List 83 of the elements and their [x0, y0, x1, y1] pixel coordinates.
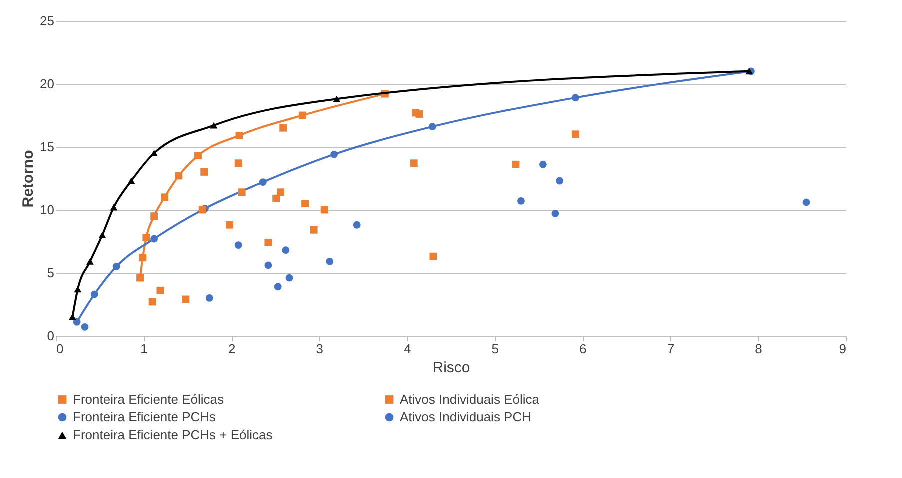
x-tick-label: 8: [755, 342, 762, 356]
point: [264, 262, 272, 270]
x-axis-title: Risco: [432, 360, 470, 376]
point: [226, 221, 234, 229]
point: [74, 286, 82, 293]
point: [280, 124, 288, 132]
point: [161, 194, 169, 202]
x-tick-label: 5: [492, 342, 500, 356]
point: [274, 283, 282, 291]
point: [81, 323, 89, 331]
point: [330, 150, 338, 158]
point: [210, 122, 218, 129]
legend-label: Fronteira Eficiente PCHs: [73, 410, 217, 424]
point: [430, 252, 438, 260]
point: [73, 318, 81, 326]
x-tick-label: 7: [667, 342, 675, 356]
point: [264, 239, 272, 246]
point: [150, 150, 158, 157]
point: [298, 112, 306, 120]
point: [539, 160, 547, 168]
point: [556, 177, 564, 185]
y-axis-title: Retorno: [20, 150, 38, 208]
point: [512, 160, 520, 168]
point: [802, 198, 810, 206]
point: [148, 298, 156, 306]
x-tick-label: 3: [316, 342, 324, 356]
point: [552, 210, 560, 218]
point: [139, 254, 147, 262]
point: [333, 96, 341, 102]
y-tick-label: 10: [40, 202, 54, 218]
point: [236, 132, 244, 140]
point: [320, 206, 328, 214]
point: [326, 258, 334, 266]
point: [90, 290, 98, 298]
point: [234, 242, 242, 249]
x-tick-label: 2: [228, 342, 236, 356]
point: [416, 110, 424, 118]
point: [128, 178, 136, 184]
point: [277, 188, 284, 196]
point: [86, 258, 94, 265]
legend-label: Ativos Individuais PCH: [400, 410, 532, 424]
point: [136, 274, 144, 282]
point: [175, 172, 183, 180]
point: [200, 168, 208, 176]
point: [150, 212, 158, 220]
x-tick-label: 4: [404, 342, 412, 356]
point: [282, 246, 290, 254]
point: [142, 234, 150, 242]
point: [112, 263, 120, 270]
point: [572, 130, 580, 138]
point: [572, 94, 580, 102]
x-tick-label: 1: [140, 342, 148, 356]
legend-label: Ativos Individuais Eólica: [400, 392, 540, 407]
x-tick-label: 0: [56, 342, 64, 356]
point: [234, 160, 242, 168]
point: [428, 123, 436, 131]
point: [206, 294, 214, 302]
point: [68, 314, 76, 320]
y-tick-label: 5: [47, 266, 54, 280]
x-tick-label: 6: [580, 342, 587, 356]
point: [259, 178, 267, 186]
y-tick-label: 25: [40, 14, 54, 28]
point: [286, 274, 294, 282]
point: [98, 232, 106, 238]
point: [302, 200, 309, 208]
point: [156, 286, 164, 294]
point: [238, 188, 246, 196]
point: [518, 197, 525, 205]
point: [150, 235, 158, 243]
x-tick-label: 9: [839, 342, 846, 356]
point: [410, 160, 418, 168]
point: [198, 206, 206, 214]
point: [310, 226, 318, 234]
point: [353, 221, 361, 229]
legend-label: Fronteira Eficiente Eólicas: [73, 392, 225, 407]
point: [182, 296, 190, 304]
point: [272, 194, 280, 202]
point: [194, 152, 202, 160]
y-tick-label: 20: [40, 76, 54, 92]
legend-label: Fronteira Eficiente PCHs + Eólicas: [73, 428, 274, 442]
y-tick-label: 0: [47, 328, 54, 344]
y-tick-label: 15: [40, 140, 54, 154]
point: [110, 204, 118, 211]
